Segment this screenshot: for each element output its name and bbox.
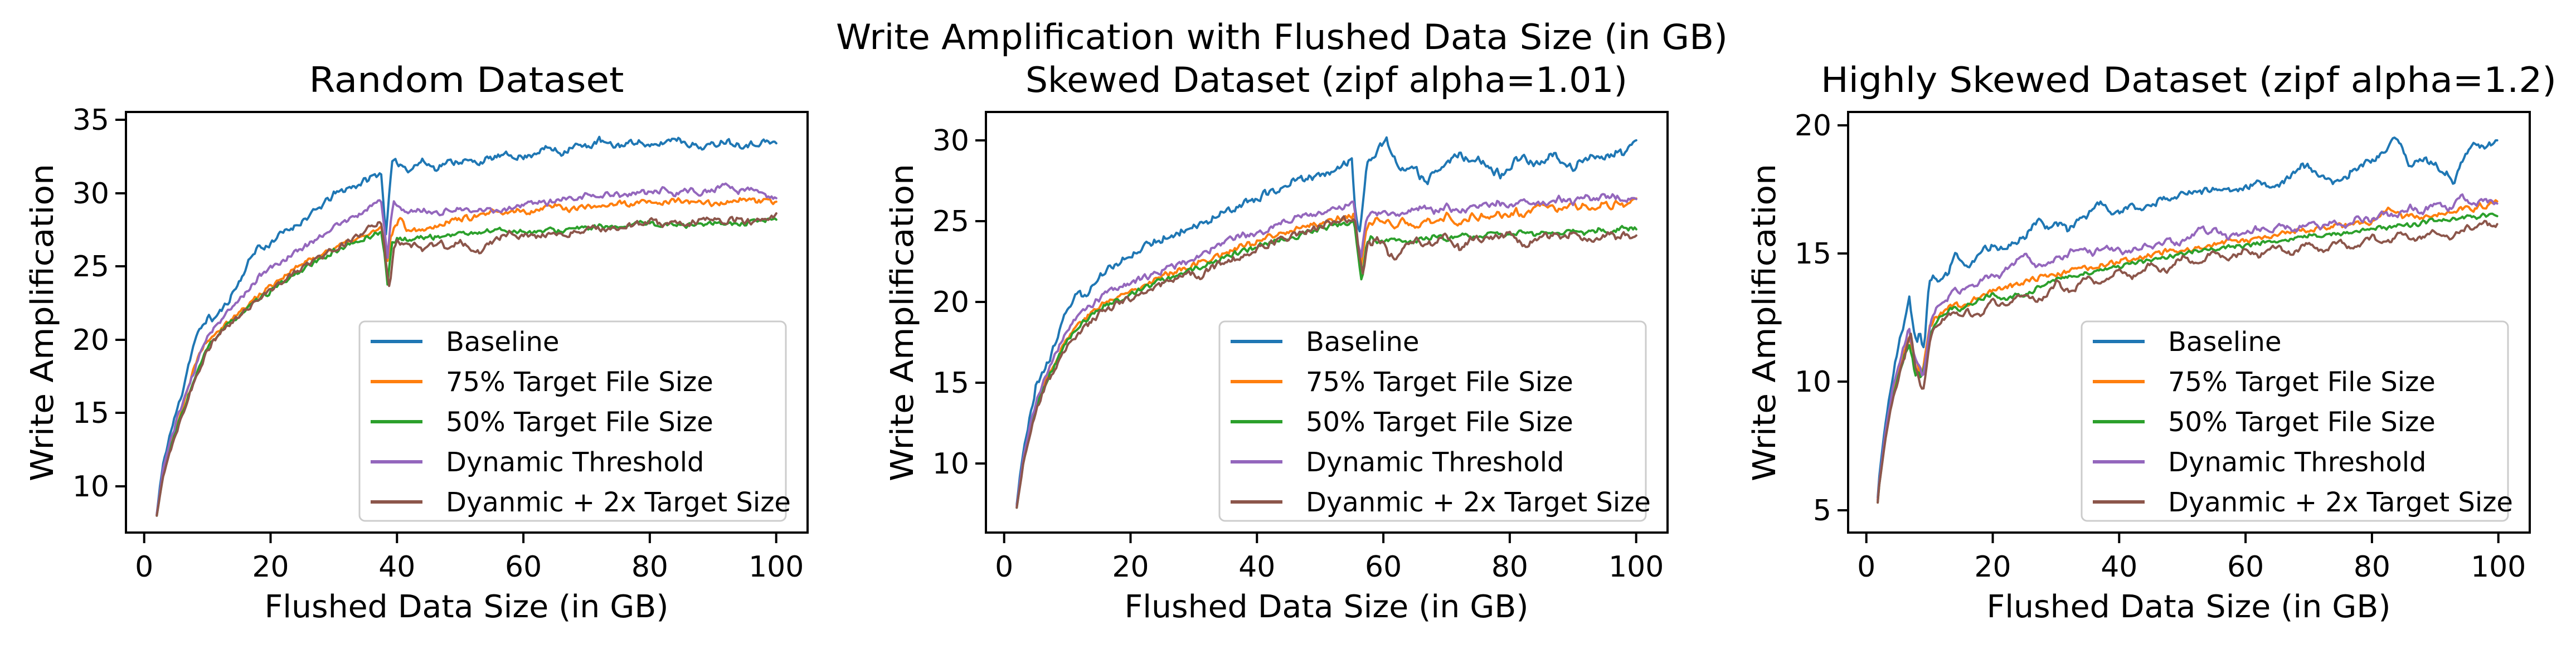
x-axis-label: Flushed Data Size (in GB) <box>1987 589 2391 625</box>
y-tick-label: 10 <box>1795 365 1831 399</box>
x-tick-label: 60 <box>2227 550 2264 584</box>
x-ticks <box>143 533 777 543</box>
legend-entry-label: 75% Target File Size <box>1306 367 1573 398</box>
y-tick-label: 10 <box>72 470 109 504</box>
series-line-75-target-file-size <box>155 197 777 516</box>
series-line-75-target-file-size <box>1877 199 2499 501</box>
legend: Baseline 75% Target File Size 50% Target… <box>2081 320 2513 522</box>
x-tick-label: 100 <box>749 550 804 584</box>
y-ticks <box>1838 124 1848 511</box>
legend-entry-label: 75% Target File Size <box>2168 367 2436 398</box>
legend: Baseline 75% Target File Size 50% Target… <box>358 320 791 522</box>
panel-title: Random Dataset <box>309 60 624 100</box>
legend-entry-label: Dyanmic + 2x Target Size <box>2168 487 2513 518</box>
y-tick-label: 15 <box>72 397 109 430</box>
y-tick-labels: 5 10 15 20 <box>1795 109 1831 528</box>
panel-skewed-dataset: Skewed Dataset (zipf alpha=1.01) 0 20 40… <box>884 60 1669 625</box>
y-tick-label: 20 <box>1795 109 1831 143</box>
y-tick-label: 20 <box>932 286 969 319</box>
x-axis-label: Flushed Data Size (in GB) <box>265 589 669 625</box>
x-tick-label: 60 <box>1365 550 1402 584</box>
y-tick-label: 30 <box>72 177 109 211</box>
y-ticks <box>115 119 126 487</box>
x-tick-label: 100 <box>1608 550 1664 584</box>
x-ticks <box>1865 533 2500 543</box>
y-tick-label: 30 <box>932 124 969 158</box>
panel-highly-skewed-dataset: Highly Skewed Dataset (zipf alpha=1.2) 0… <box>1747 60 2556 625</box>
legend-entry-label: Baseline <box>446 326 560 358</box>
series-line-dyanmic-2x-target-size <box>1877 219 2499 504</box>
series-line-dynamic-threshold <box>1877 193 2499 501</box>
plot-border <box>1847 111 2531 534</box>
legend-box <box>1218 320 1647 522</box>
y-tick-label: 5 <box>1813 494 1831 528</box>
y-axis-label: Write Amplification <box>25 164 61 481</box>
legend-entry-label: 50% Target File Size <box>446 407 713 438</box>
x-tick-label: 80 <box>1491 550 1528 584</box>
y-axis-label: Write Amplification <box>884 164 921 481</box>
legend-box <box>358 320 787 522</box>
series-lines-group <box>1877 136 2499 504</box>
y-ticks <box>975 139 986 465</box>
y-tick-label: 20 <box>72 324 109 357</box>
plot-border <box>125 111 809 534</box>
x-tick-label: 0 <box>995 550 1013 584</box>
series-line-dynamic-threshold <box>1015 193 1637 508</box>
y-axis-label: Write Amplification <box>1747 164 1783 481</box>
x-tick-label: 80 <box>2354 550 2390 584</box>
legend: Baseline 75% Target File Size 50% Target… <box>1218 320 1651 522</box>
x-tick-label: 0 <box>1857 550 1875 584</box>
legend-entry-label: Dynamic Threshold <box>2168 447 2427 478</box>
x-tick-label: 20 <box>1112 550 1149 584</box>
legend-entry-label: 75% Target File Size <box>446 367 713 398</box>
series-line-baseline <box>1877 136 2499 499</box>
x-ticks <box>1003 533 1637 543</box>
x-tick-label: 80 <box>631 550 668 584</box>
legend-entry-label: Dynamic Threshold <box>1306 447 1564 478</box>
panel-random-dataset: Random Dataset 0 20 40 60 80 100 10 15 2… <box>25 60 809 625</box>
legend-entry-label: Baseline <box>2168 326 2282 358</box>
x-tick-label: 40 <box>1238 550 1275 584</box>
x-tick-label: 0 <box>135 550 153 584</box>
series-line-dyanmic-2x-target-size <box>1015 215 1637 509</box>
legend-entry-label: 50% Target File Size <box>1306 407 1573 438</box>
x-axis-label: Flushed Data Size (in GB) <box>1125 589 1529 625</box>
panel-title: Highly Skewed Dataset (zipf alpha=1.2) <box>1821 60 2556 100</box>
legend-entry-label: Dynamic Threshold <box>446 447 704 478</box>
y-tick-labels: 10 15 20 25 30 35 <box>72 104 109 504</box>
y-tick-label: 25 <box>72 250 109 284</box>
series-line-dynamic-threshold <box>155 182 777 516</box>
x-tick-label: 20 <box>252 550 289 584</box>
x-tick-label: 40 <box>2101 550 2137 584</box>
x-tick-labels: 0 20 40 60 80 100 <box>1857 550 2526 584</box>
y-tick-label: 15 <box>932 367 969 400</box>
legend-entry-label: Dyanmic + 2x Target Size <box>446 487 791 518</box>
series-lines-group <box>1015 136 1637 509</box>
legend-entry-label: Dyanmic + 2x Target Size <box>1306 487 1651 518</box>
x-tick-labels: 0 20 40 60 80 100 <box>995 550 1664 584</box>
series-lines-group <box>155 135 777 517</box>
legend-box <box>2081 320 2509 522</box>
y-tick-label: 10 <box>932 447 969 481</box>
x-tick-labels: 0 20 40 60 80 100 <box>135 550 804 584</box>
plot-border <box>985 111 1669 534</box>
figure-title: Write Amplification with Flushed Data Si… <box>836 17 1728 57</box>
y-tick-label: 25 <box>932 205 969 238</box>
legend-entry-label: Baseline <box>1306 326 1420 358</box>
y-tick-labels: 10 15 20 25 30 <box>932 124 969 481</box>
x-tick-label: 20 <box>1974 550 2011 584</box>
series-line-baseline <box>155 135 777 516</box>
y-tick-label: 35 <box>72 104 109 137</box>
y-tick-label: 15 <box>1795 237 1831 271</box>
legend-entry-label: 50% Target File Size <box>2168 407 2436 438</box>
x-tick-label: 40 <box>378 550 415 584</box>
series-line-dyanmic-2x-target-size <box>155 212 777 517</box>
panel-title: Skewed Dataset (zipf alpha=1.01) <box>1025 60 1627 100</box>
series-line-baseline <box>1015 136 1637 506</box>
series-line-50-target-file-size <box>1877 212 2499 504</box>
x-tick-label: 100 <box>2471 550 2526 584</box>
x-tick-label: 60 <box>505 550 542 584</box>
